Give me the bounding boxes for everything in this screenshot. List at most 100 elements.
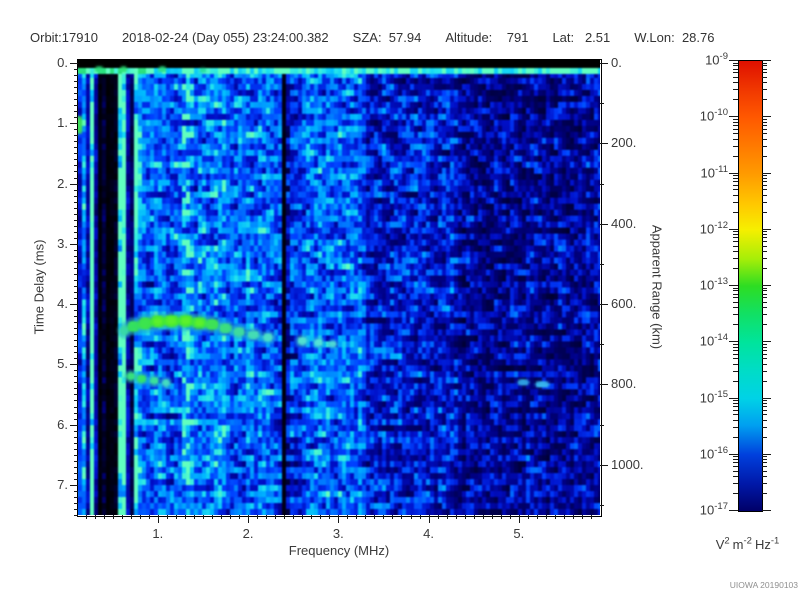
colorbar-tick <box>762 189 767 191</box>
colorbar-tick <box>733 128 738 130</box>
colorbar-tick <box>733 314 738 316</box>
tick-label: 3. <box>332 526 344 541</box>
credit-text: UIOWA 20190103 <box>729 580 798 590</box>
colorbar-tick <box>762 400 767 402</box>
tick <box>600 183 604 185</box>
colorbar-tick <box>733 419 738 421</box>
tick <box>74 153 78 155</box>
colorbar-tick <box>733 466 738 468</box>
tick <box>74 484 78 486</box>
tick <box>121 515 123 519</box>
colorbar-tick <box>733 138 738 140</box>
tick <box>248 515 250 523</box>
colorbar-tick <box>762 285 771 286</box>
colorbar-tick <box>733 353 738 355</box>
tick <box>74 442 78 444</box>
tick <box>74 322 78 324</box>
colorbar-tick <box>733 426 738 428</box>
tick <box>518 515 520 523</box>
tick-label: 4. <box>423 526 434 541</box>
header-lat: Lat: 2.51 <box>552 30 611 45</box>
colorbar-tick <box>733 301 738 303</box>
tick <box>600 63 608 64</box>
colorbar-tick <box>733 400 738 402</box>
colorbar-tick <box>733 118 738 120</box>
colorbar-tick <box>733 82 738 84</box>
colorbar-tick <box>762 76 767 78</box>
colorbar-tick <box>733 436 738 438</box>
colorbar-tick <box>733 290 738 292</box>
tick <box>74 418 78 420</box>
colorbar-tick <box>762 155 767 157</box>
tick <box>74 177 78 179</box>
tick <box>74 117 78 119</box>
tick <box>554 515 556 519</box>
colorbar-tick <box>729 116 738 118</box>
tick <box>600 143 608 145</box>
tick <box>230 515 232 519</box>
tick-label: 2. <box>242 526 254 541</box>
tick <box>428 515 430 523</box>
tick <box>509 515 511 519</box>
colorbar-tick <box>733 231 738 233</box>
colorbar-tick <box>762 121 767 123</box>
colorbar-tick <box>733 194 738 196</box>
colorbar-tick <box>762 363 767 365</box>
tick <box>148 515 150 519</box>
colorbar-tick <box>762 301 767 303</box>
tick <box>74 189 78 191</box>
tick <box>193 515 195 519</box>
tick <box>74 304 78 306</box>
tick <box>74 147 78 149</box>
colorbar-tick <box>762 307 767 309</box>
tick <box>74 123 78 125</box>
colorbar-tick <box>762 287 767 289</box>
tick-label: 5. <box>57 356 68 372</box>
tick <box>545 515 547 519</box>
colorbar-tick <box>733 346 738 348</box>
colorbar-tick <box>733 72 738 74</box>
header-wlon: W.Lon: 28.76 <box>634 30 715 45</box>
colorbar-tick <box>733 76 738 78</box>
tick <box>74 364 78 366</box>
colorbar-tick <box>762 483 767 485</box>
colorbar-tick <box>762 349 767 351</box>
colorbar-tick <box>733 133 738 135</box>
colorbar-tick <box>762 175 767 177</box>
colorbar-tick <box>762 211 767 213</box>
colorbar-tick <box>762 290 767 292</box>
colorbar-tick-label: 10-12 <box>699 219 728 237</box>
tick <box>74 219 78 221</box>
tick <box>74 424 78 426</box>
tick-label: 2. <box>57 175 68 191</box>
colorbar-tick <box>733 237 738 239</box>
tick-label: 4. <box>57 296 68 312</box>
tick <box>74 508 78 510</box>
tick <box>74 171 78 173</box>
colorbar-tick <box>762 60 771 61</box>
colorbar-tick <box>762 181 767 183</box>
tick <box>392 515 394 519</box>
tick <box>266 515 268 519</box>
header-datetime: 2018-02-24 (Day 055) 23:24:00.382 <box>121 30 329 45</box>
colorbar-tick <box>729 341 738 343</box>
colorbar-tick <box>762 237 767 239</box>
colorbar-tick <box>733 241 738 243</box>
tick <box>74 237 78 239</box>
colorbar-tick <box>733 409 738 411</box>
colorbar-tick <box>762 177 767 179</box>
colorbar-tick <box>729 172 738 174</box>
tick-label: 3. <box>57 235 68 251</box>
colorbar-tick <box>762 324 767 326</box>
tick <box>284 515 286 519</box>
tick <box>600 263 604 265</box>
tick <box>74 515 78 516</box>
colorbar-tick <box>762 124 767 126</box>
colorbar-tick <box>733 324 738 326</box>
colorbar-tick <box>762 397 771 399</box>
colorbar-tick <box>733 380 738 382</box>
colorbar-tick <box>733 251 738 253</box>
tick <box>74 376 78 378</box>
tick <box>74 334 78 336</box>
tick <box>74 490 78 492</box>
